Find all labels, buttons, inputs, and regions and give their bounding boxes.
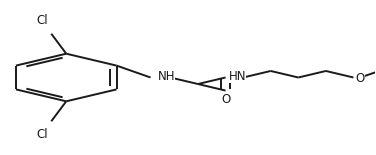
Text: O: O	[355, 72, 365, 85]
Text: Cl: Cl	[36, 14, 48, 27]
Text: O: O	[221, 93, 230, 106]
Text: NH: NH	[158, 70, 175, 83]
Text: Cl: Cl	[36, 128, 48, 141]
Text: HN: HN	[229, 70, 246, 83]
